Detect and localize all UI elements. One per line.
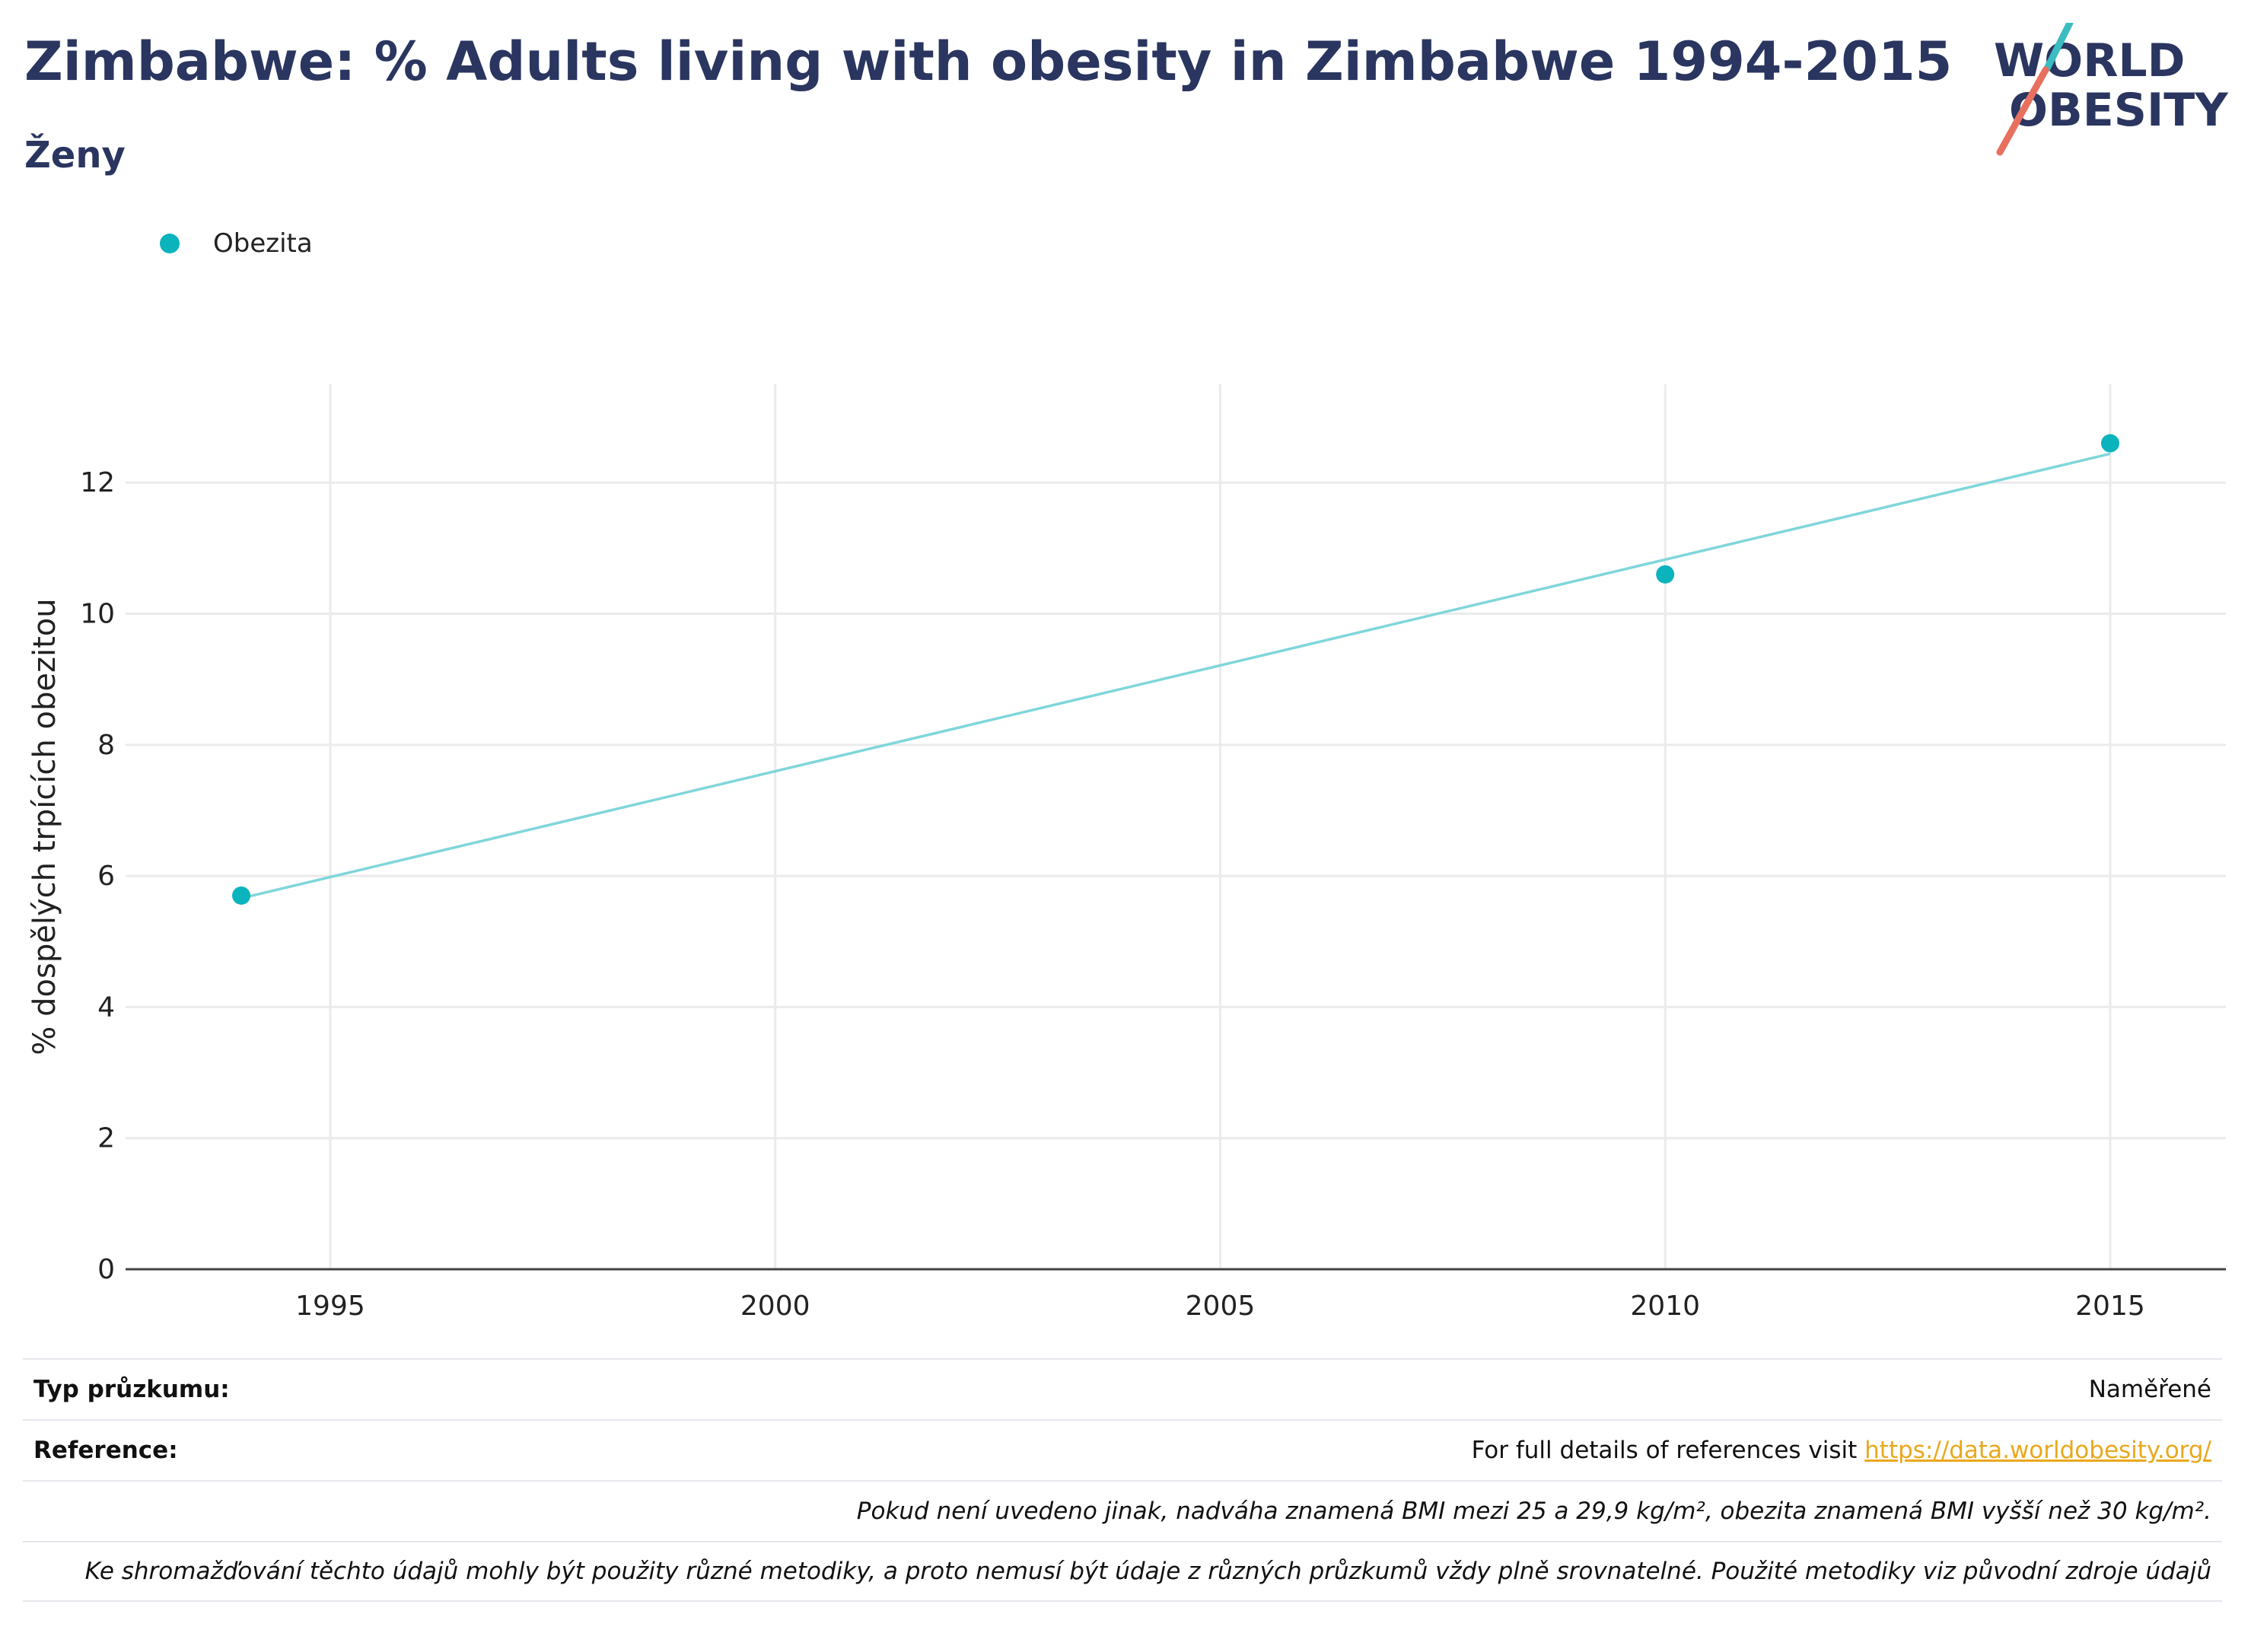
reference-value: For full details of references visit htt…	[1472, 1437, 2211, 1464]
y-tick-label: 10	[80, 599, 115, 630]
x-tick-label: 2005	[1186, 1291, 1256, 1322]
footer-row-reference: Reference: For full details of reference…	[23, 1419, 2222, 1480]
logo-teal-stroke	[2043, 23, 2074, 72]
y-tick-label: 2	[97, 1123, 115, 1154]
legend-marker	[160, 234, 180, 253]
footer-row-survey: Typ průzkumu: Naměřené	[23, 1358, 2222, 1419]
logo-line1: WORLD	[1994, 34, 2185, 88]
y-tick-label: 6	[97, 861, 115, 892]
reference-link[interactable]: https://data.worldobesity.org/	[1864, 1437, 2211, 1464]
footer-table: Typ průzkumu: Naměřené Reference: For fu…	[23, 1358, 2222, 1602]
reference-label: Reference:	[33, 1437, 178, 1464]
y-tick-label: 0	[97, 1254, 115, 1285]
definition-note: Pokud není uvedeno jinak, nadváha znamen…	[856, 1498, 2211, 1525]
data-point	[232, 886, 251, 905]
trendline	[240, 452, 2111, 900]
x-tick-label: 1995	[295, 1291, 365, 1322]
chart-title: Zimbabwe: % Adults living with obesity i…	[24, 30, 1953, 93]
chart: 0 2 4 6 8 10 12 1995 2000 2005 2010 2015 % dospělých…	[27, 384, 2226, 1322]
x-tick-label: 2000	[740, 1291, 810, 1322]
footer-row-note2: Ke shromažďování těchto údajů mohly být …	[23, 1541, 2222, 1602]
y-tick-label: 12	[80, 467, 115, 498]
x-tick-label: 2015	[2075, 1291, 2145, 1322]
world-obesity-logo: WORLD OBESITY	[1994, 23, 2229, 156]
y-tick-label: 4	[97, 992, 115, 1023]
methodology-note: Ke shromažďování těchto údajů mohly být …	[84, 1558, 2211, 1585]
chart-subtitle: Ženy	[24, 134, 126, 177]
data-point	[1656, 565, 1675, 584]
y-tick-label: 8	[97, 730, 115, 761]
footer-row-note1: Pokud není uvedeno jinak, nadváha znamen…	[23, 1480, 2222, 1541]
survey-type-label: Typ průzkumu:	[33, 1376, 230, 1403]
reference-text: For full details of references visit	[1471, 1437, 1865, 1464]
logo-coral-stroke	[1996, 66, 2049, 156]
legend-label: Obezita	[213, 228, 313, 259]
data-point	[2100, 434, 2119, 453]
legend[interactable]: Obezita	[160, 228, 313, 259]
y-axis-title: % dospělých trpících obezitou	[27, 598, 62, 1055]
logo-line2: OBESITY	[2009, 84, 2229, 137]
survey-type-value: Naměřené	[2088, 1376, 2211, 1403]
x-tick-label: 2010	[1630, 1291, 1700, 1322]
